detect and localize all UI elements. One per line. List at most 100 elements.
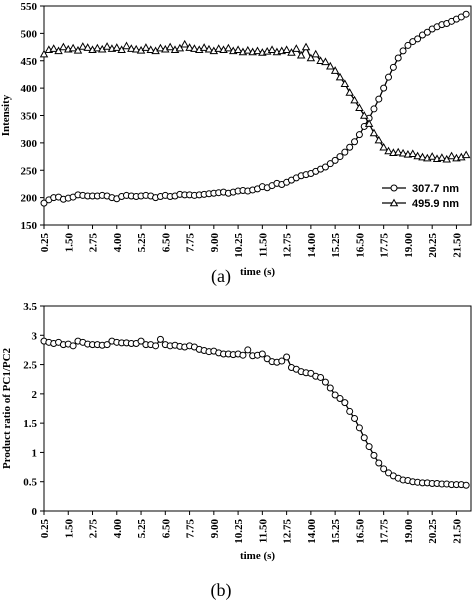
data-point	[296, 50, 306, 59]
data-point	[346, 143, 354, 151]
data-point	[399, 47, 407, 55]
data-point	[355, 103, 364, 112]
x-tick-label: 15.25	[330, 233, 342, 258]
data-point	[462, 481, 470, 489]
data-point	[102, 42, 112, 50]
x-tick-label: 12.75	[282, 233, 294, 258]
data-point	[152, 342, 160, 350]
data-point	[156, 43, 165, 52]
series-line	[43, 338, 467, 486]
y-tick-label: 200	[21, 193, 38, 205]
x-tick-label: 2.75	[88, 519, 100, 539]
data-point	[214, 44, 223, 52]
data-point	[253, 46, 262, 55]
data-point	[336, 395, 344, 403]
data-point	[199, 43, 209, 51]
data-point	[282, 45, 291, 54]
y-tick-label: 1.5	[23, 418, 37, 430]
data-point	[185, 43, 194, 51]
data-point	[283, 353, 291, 361]
data-point	[224, 43, 233, 52]
data-point	[83, 43, 92, 51]
series-triangle	[39, 39, 471, 163]
data-point	[321, 378, 329, 386]
panel-label: (b)	[211, 580, 232, 601]
y-axis-label: Product ratio of PC1/PC2	[1, 347, 13, 469]
y-tick-label: 350	[21, 111, 38, 123]
legend-marker	[389, 198, 399, 207]
y-tick-label: 1	[32, 447, 38, 459]
data-point	[360, 111, 369, 119]
data-point	[394, 54, 402, 62]
x-tick-label: 10.25	[233, 519, 245, 544]
data-point	[369, 128, 379, 137]
x-tick-label: 7.75	[185, 233, 197, 253]
data-point	[408, 149, 418, 158]
data-point	[370, 105, 378, 113]
data-point	[380, 84, 388, 92]
data-point	[131, 44, 141, 53]
data-point	[336, 153, 344, 161]
data-point	[190, 44, 199, 52]
y-tick-label: 250	[21, 165, 38, 177]
data-point	[156, 335, 164, 343]
x-tick-label: 15.25	[330, 519, 342, 544]
x-tick-label: 1.50	[63, 233, 75, 253]
data-point	[385, 73, 393, 81]
x-tick-label: 14.00	[306, 233, 318, 258]
chart-panel-a: 150 200 250 300 350 400 450 500 550 0.25 1.50 2.75 4…	[0, 1, 472, 287]
data-point	[175, 43, 185, 52]
legend-label: 495.9 nm	[412, 198, 459, 210]
x-tick-label: 21.50	[451, 519, 463, 544]
y-tick-label: 500	[21, 28, 38, 40]
data-point	[380, 465, 388, 473]
data-point	[326, 160, 334, 168]
data-point	[447, 151, 456, 160]
data-point	[340, 79, 350, 87]
data-point	[389, 63, 397, 71]
data-point	[233, 45, 243, 54]
x-tick-label: 0.25	[39, 519, 51, 539]
y-tick-label: 450	[21, 56, 38, 68]
x-tick-label: 5.25	[136, 233, 148, 253]
data-point	[59, 42, 68, 51]
data-point	[267, 45, 277, 54]
x-tick-label: 9.00	[209, 233, 221, 253]
data-point	[414, 35, 422, 43]
data-point	[355, 131, 363, 139]
x-tick-label: 11.50	[257, 519, 269, 544]
data-point	[292, 44, 301, 52]
data-point	[384, 146, 393, 155]
data-point	[244, 346, 252, 354]
x-tick-label: 11.50	[257, 233, 269, 258]
data-point	[360, 434, 368, 442]
x-tick-label: 10.25	[233, 233, 245, 258]
data-point	[40, 199, 48, 207]
x-tick-label: 4.00	[112, 519, 124, 539]
x-tick-label: 6.50	[160, 519, 172, 539]
data-point	[243, 45, 253, 54]
data-point	[122, 41, 131, 50]
data-point	[146, 45, 155, 54]
data-point	[321, 57, 330, 66]
data-point	[78, 42, 88, 50]
y-tick-label: 3	[32, 330, 38, 342]
data-point	[54, 46, 63, 55]
legend-marker	[390, 184, 398, 192]
data-point	[351, 414, 359, 422]
data-point	[117, 45, 126, 54]
panel-label: (a)	[211, 266, 231, 287]
data-point	[69, 342, 77, 350]
x-tick-label: 2.75	[88, 233, 100, 253]
x-tick-label: 0.25	[39, 233, 51, 253]
x-tick-label: 19.00	[403, 519, 415, 544]
data-point	[326, 61, 335, 70]
data-point	[350, 95, 359, 104]
data-point	[93, 43, 102, 52]
x-axis-label: time (s)	[240, 550, 275, 562]
data-point	[330, 66, 340, 74]
data-point	[39, 49, 49, 58]
x-tick-label: 9.00	[209, 519, 221, 539]
x-tick-label: 17.75	[379, 519, 391, 544]
data-point	[437, 153, 447, 161]
